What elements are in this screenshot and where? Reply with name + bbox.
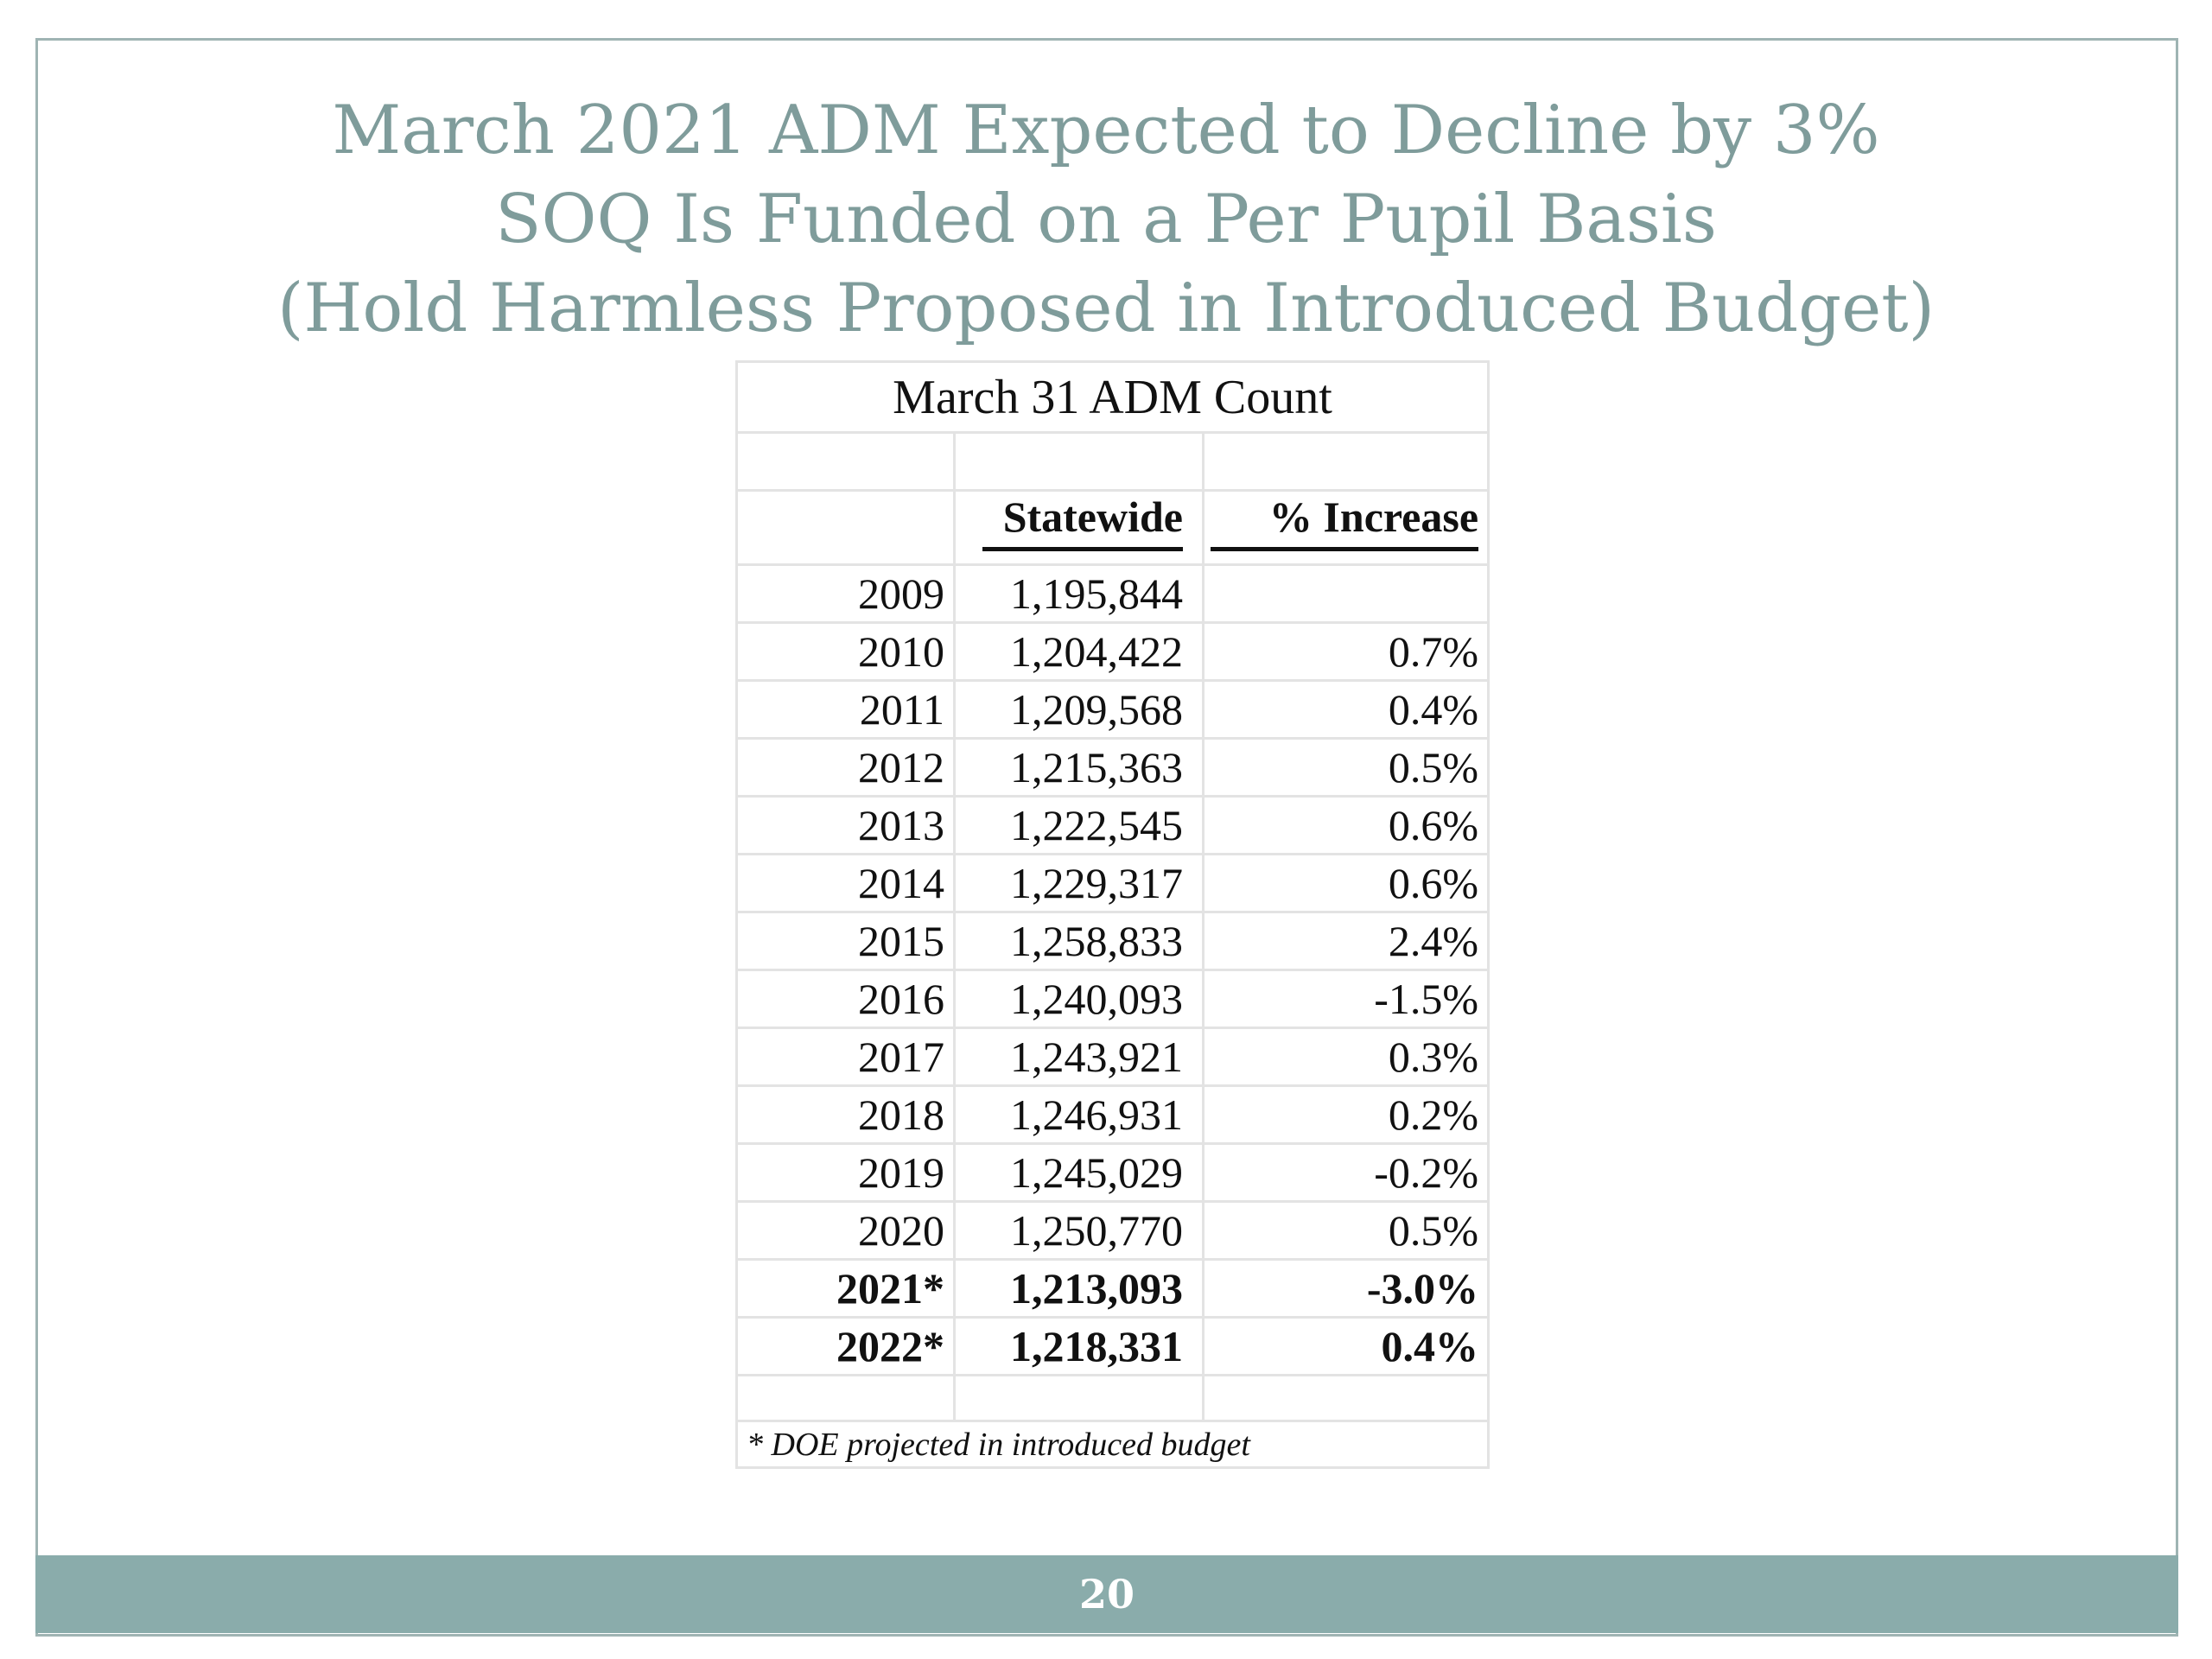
year-cell: 2012 [735,737,956,798]
page-number: 20 [1078,1571,1135,1618]
year-cell: 2019 [735,1142,956,1203]
pct-cell: 0.6% [1201,795,1491,855]
adm-count-table: March 31 ADM Count Statewide % Increase … [734,360,1491,1469]
statewide-cell: 1,240,093 [953,969,1205,1029]
title-line-1: March 2021 ADM Expected to Decline by 3% [332,92,1880,169]
statewide-cell: 1,245,029 [953,1142,1205,1203]
column-header-row: Statewide % Increase [735,489,1491,566]
year-cell: 2009 [735,563,956,624]
pct-cell: 0.4% [1201,1316,1491,1376]
footer-bar: 20 [35,1555,2178,1633]
spacer-row [735,1374,1491,1422]
statewide-cell: 1,218,331 [953,1316,1205,1376]
pct-cell: 0.6% [1201,853,1491,913]
pct-cell: -3.0% [1201,1258,1491,1319]
table-footnote: * DOE projected in introduced budget [734,1420,1491,1469]
year-cell: 2015 [735,911,956,971]
year-cell: 2021* [735,1258,956,1319]
header-statewide-cell: Statewide [953,489,1205,566]
table-row: 2014 1,229,317 0.6% [735,853,1491,913]
table-row: 2009 1,195,844 [735,563,1491,624]
statewide-cell: 1,222,545 [953,795,1205,855]
table-row: 2016 1,240,093 -1.5% [735,969,1491,1029]
header-pct-increase: % Increase [1210,492,1479,551]
pct-cell: 2.4% [1201,911,1491,971]
title-line-2: SOQ Is Funded on a Per Pupil Basis [495,181,1717,258]
statewide-cell: 1,246,931 [953,1084,1205,1145]
pct-cell: -0.2% [1201,1142,1491,1203]
year-cell: 2022* [735,1316,956,1376]
year-cell: 2013 [735,795,956,855]
statewide-cell: 1,195,844 [953,563,1205,624]
slide-title: March 2021 ADM Expected to Decline by 3%… [0,86,2212,353]
title-line-3: (Hold Harmless Proposed in Introduced Bu… [276,270,1936,347]
year-cell: 2011 [735,679,956,740]
statewide-cell: 1,229,317 [953,853,1205,913]
header-pct-increase-cell: % Increase [1201,489,1491,566]
table-row: 2015 1,258,833 2.4% [735,911,1491,971]
year-cell: 2018 [735,1084,956,1145]
year-cell: 2016 [735,969,956,1029]
pct-cell: 0.3% [1201,1027,1491,1087]
statewide-cell: 1,250,770 [953,1200,1205,1261]
year-cell: 2014 [735,853,956,913]
header-statewide: Statewide [982,492,1183,551]
table-row: 2019 1,245,029 -0.2% [735,1142,1491,1203]
statewide-cell: 1,243,921 [953,1027,1205,1087]
blank-row [735,431,1491,492]
table-row-projected: 2021* 1,213,093 -3.0% [735,1258,1491,1319]
table-row: 2013 1,222,545 0.6% [735,795,1491,855]
statewide-cell: 1,215,363 [953,737,1205,798]
pct-cell: 0.4% [1201,679,1491,740]
header-year-blank [735,489,956,566]
pct-cell: 0.5% [1201,737,1491,798]
table-row: 2011 1,209,568 0.4% [735,679,1491,740]
pct-cell [1201,563,1491,624]
year-cell: 2020 [735,1200,956,1261]
pct-cell: 0.2% [1201,1084,1491,1145]
table-row: 2020 1,250,770 0.5% [735,1200,1491,1261]
statewide-cell: 1,213,093 [953,1258,1205,1319]
statewide-cell: 1,204,422 [953,621,1205,682]
table-row: 2012 1,215,363 0.5% [735,737,1491,798]
pct-cell: 0.7% [1201,621,1491,682]
statewide-cell: 1,258,833 [953,911,1205,971]
table-row: 2010 1,204,422 0.7% [735,621,1491,682]
year-cell: 2010 [735,621,956,682]
table-row: 2017 1,243,921 0.3% [735,1027,1491,1087]
year-cell: 2017 [735,1027,956,1087]
table-row-projected: 2022* 1,218,331 0.4% [735,1316,1491,1376]
statewide-cell: 1,209,568 [953,679,1205,740]
table-caption: March 31 ADM Count [734,360,1491,434]
pct-cell: -1.5% [1201,969,1491,1029]
table-row: 2018 1,246,931 0.2% [735,1084,1491,1145]
pct-cell: 0.5% [1201,1200,1491,1261]
